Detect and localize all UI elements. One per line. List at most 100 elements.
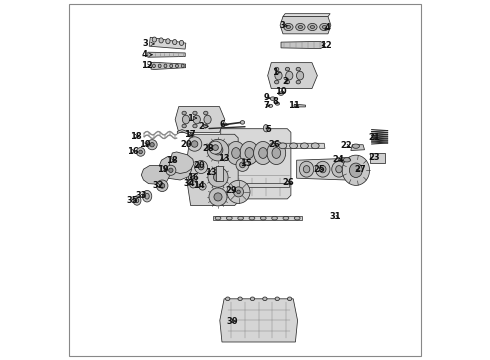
Polygon shape xyxy=(220,129,291,199)
Text: 31: 31 xyxy=(329,212,341,221)
Ellipse shape xyxy=(182,111,186,115)
Ellipse shape xyxy=(290,143,297,149)
Ellipse shape xyxy=(267,141,286,165)
Ellipse shape xyxy=(286,26,291,28)
Ellipse shape xyxy=(263,297,267,301)
Ellipse shape xyxy=(249,216,255,220)
Ellipse shape xyxy=(237,190,240,194)
Ellipse shape xyxy=(295,23,305,31)
Polygon shape xyxy=(281,41,323,49)
Text: 7: 7 xyxy=(264,102,270,111)
Text: 17: 17 xyxy=(184,130,196,139)
Text: 26: 26 xyxy=(282,179,294,188)
Ellipse shape xyxy=(158,64,161,68)
Text: 3: 3 xyxy=(142,40,154,49)
Text: 10: 10 xyxy=(275,87,287,96)
Ellipse shape xyxy=(208,167,228,187)
Ellipse shape xyxy=(207,139,229,161)
Ellipse shape xyxy=(288,297,292,301)
Ellipse shape xyxy=(240,162,245,168)
Ellipse shape xyxy=(303,166,310,173)
Ellipse shape xyxy=(213,145,219,150)
Ellipse shape xyxy=(263,125,269,132)
Polygon shape xyxy=(272,143,325,148)
Ellipse shape xyxy=(285,80,290,84)
Ellipse shape xyxy=(319,23,329,31)
Ellipse shape xyxy=(143,190,152,202)
Bar xyxy=(216,166,223,181)
Ellipse shape xyxy=(226,216,232,220)
Ellipse shape xyxy=(187,137,202,151)
Polygon shape xyxy=(297,104,305,107)
Polygon shape xyxy=(280,17,331,34)
Ellipse shape xyxy=(152,64,155,68)
Ellipse shape xyxy=(204,115,211,124)
Polygon shape xyxy=(370,153,386,163)
Text: 1: 1 xyxy=(187,114,196,122)
Ellipse shape xyxy=(274,67,279,71)
Ellipse shape xyxy=(164,64,167,68)
Ellipse shape xyxy=(179,40,184,45)
Ellipse shape xyxy=(349,163,363,177)
Polygon shape xyxy=(149,37,186,49)
Ellipse shape xyxy=(232,148,240,158)
Ellipse shape xyxy=(245,148,254,158)
Text: 23: 23 xyxy=(369,153,380,162)
Ellipse shape xyxy=(198,164,204,170)
Ellipse shape xyxy=(352,144,360,148)
Text: 3: 3 xyxy=(280,21,287,30)
Ellipse shape xyxy=(271,216,277,220)
Ellipse shape xyxy=(332,161,346,177)
Ellipse shape xyxy=(310,26,315,28)
Ellipse shape xyxy=(296,67,300,71)
Ellipse shape xyxy=(181,64,184,68)
Text: 16: 16 xyxy=(187,173,199,182)
Ellipse shape xyxy=(195,161,208,174)
Ellipse shape xyxy=(166,165,176,175)
Ellipse shape xyxy=(227,180,250,203)
Ellipse shape xyxy=(254,141,272,165)
Ellipse shape xyxy=(190,181,197,188)
Ellipse shape xyxy=(236,158,249,171)
Ellipse shape xyxy=(250,297,255,301)
Ellipse shape xyxy=(299,161,314,177)
Ellipse shape xyxy=(159,38,163,43)
Ellipse shape xyxy=(286,71,293,80)
Ellipse shape xyxy=(209,141,222,154)
Ellipse shape xyxy=(193,111,197,115)
Ellipse shape xyxy=(296,80,300,84)
Text: 30: 30 xyxy=(226,317,238,325)
Text: 2: 2 xyxy=(199,122,208,131)
Ellipse shape xyxy=(147,140,157,150)
Polygon shape xyxy=(268,63,318,89)
Ellipse shape xyxy=(214,172,222,182)
Ellipse shape xyxy=(214,193,222,201)
Polygon shape xyxy=(341,158,355,162)
Ellipse shape xyxy=(308,23,317,31)
Ellipse shape xyxy=(182,124,186,128)
Ellipse shape xyxy=(294,104,298,107)
Text: 19: 19 xyxy=(157,165,169,174)
Ellipse shape xyxy=(283,216,289,220)
Ellipse shape xyxy=(233,187,244,197)
Text: 6: 6 xyxy=(220,120,228,129)
Text: 35: 35 xyxy=(127,197,139,205)
Text: 8: 8 xyxy=(272,98,278,107)
Polygon shape xyxy=(141,166,170,184)
Ellipse shape xyxy=(270,97,275,100)
Polygon shape xyxy=(151,62,186,69)
Text: 25: 25 xyxy=(313,165,325,174)
Text: 14: 14 xyxy=(193,181,205,190)
Ellipse shape xyxy=(199,183,206,190)
Text: 34: 34 xyxy=(183,179,195,188)
Ellipse shape xyxy=(274,80,279,84)
Text: 32: 32 xyxy=(152,181,164,189)
Polygon shape xyxy=(351,145,365,150)
Ellipse shape xyxy=(204,111,208,115)
Ellipse shape xyxy=(259,148,268,158)
Ellipse shape xyxy=(275,102,280,105)
Ellipse shape xyxy=(135,198,139,203)
Text: 15: 15 xyxy=(240,159,251,168)
Text: 26: 26 xyxy=(268,140,280,149)
Text: 4: 4 xyxy=(142,50,152,59)
